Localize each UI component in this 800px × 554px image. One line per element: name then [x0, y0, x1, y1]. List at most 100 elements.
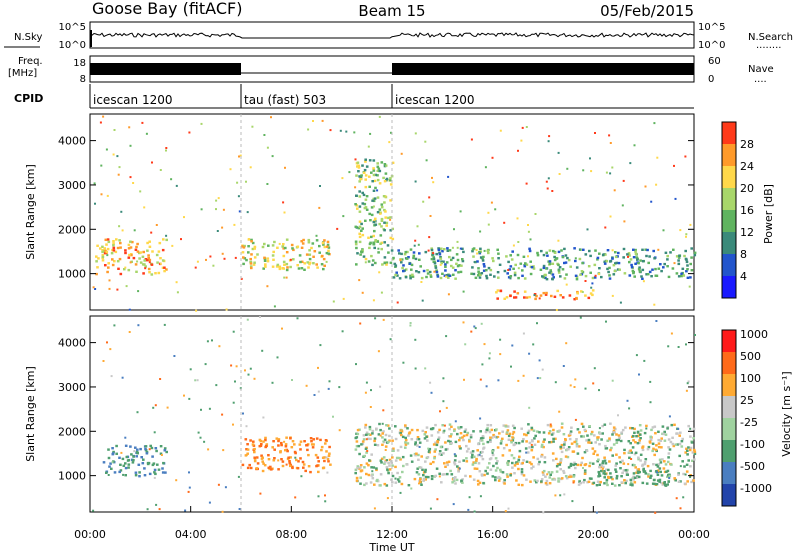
data-cell — [357, 227, 361, 230]
data-cell — [249, 166, 252, 169]
data-cell — [680, 440, 684, 443]
data-cell — [370, 389, 372, 392]
data-cell — [522, 255, 526, 258]
data-cell — [603, 459, 607, 462]
data-cell — [672, 248, 675, 251]
data-cell — [582, 248, 585, 251]
data-cell — [384, 210, 387, 213]
data-cell — [142, 458, 145, 461]
data-cell — [465, 460, 469, 463]
data-cell — [439, 410, 441, 413]
data-cell — [586, 228, 589, 231]
data-cell — [450, 433, 453, 436]
data-cell — [249, 265, 253, 268]
data-cell — [647, 473, 650, 476]
data-cell — [433, 450, 437, 453]
data-cell — [631, 446, 635, 449]
data-cell — [374, 223, 378, 226]
colorbar-frame — [721, 329, 737, 507]
data-cell — [150, 231, 153, 234]
data-cell — [492, 259, 495, 263]
data-cell — [453, 429, 456, 432]
data-cell — [511, 250, 514, 253]
data-cell — [279, 450, 282, 453]
data-cell — [520, 427, 523, 430]
data-cell — [527, 224, 529, 226]
data-cell — [383, 229, 386, 232]
data-cell — [624, 481, 627, 485]
cpid-segment-label: tau (fast) 503 — [244, 93, 326, 107]
data-cell — [238, 210, 241, 213]
data-cell — [504, 510, 507, 513]
data-cell — [479, 439, 482, 442]
noise-left-tick-low: 10^0 — [59, 40, 86, 51]
data-cell — [491, 450, 494, 453]
data-cell — [262, 267, 265, 270]
data-cell — [467, 447, 470, 451]
data-cell — [627, 252, 631, 255]
data-cell — [396, 301, 399, 304]
data-cell — [426, 269, 429, 272]
data-cell — [590, 432, 593, 436]
data-cell — [452, 479, 456, 482]
data-cell — [514, 296, 518, 299]
data-cell — [380, 225, 383, 228]
data-cell — [208, 407, 211, 410]
data-cell — [678, 254, 681, 257]
data-cell — [290, 243, 294, 247]
data-cell — [261, 245, 265, 249]
data-cell — [454, 420, 457, 423]
data-cell — [482, 442, 485, 446]
data-cell — [299, 448, 302, 451]
data-cell — [238, 508, 241, 510]
data-cell — [100, 164, 103, 167]
data-cell — [583, 478, 586, 482]
data-cell — [653, 453, 656, 457]
data-cell — [412, 251, 416, 254]
data-cell — [495, 462, 498, 465]
data-cell — [199, 436, 202, 439]
data-cell — [233, 223, 236, 226]
data-cell — [533, 443, 537, 446]
data-cell — [685, 233, 688, 236]
data-cell — [456, 465, 459, 468]
data-cell — [366, 437, 370, 440]
date-label: 05/Feb/2015 — [600, 2, 694, 20]
velocity-ylabel: Slant Range [km] — [24, 366, 37, 462]
data-cell — [443, 424, 446, 427]
data-cell — [263, 259, 267, 262]
data-cell — [294, 456, 297, 459]
data-cell — [404, 441, 407, 444]
data-cell — [378, 115, 381, 118]
data-cell — [276, 263, 280, 267]
data-cell — [544, 293, 548, 296]
data-cell — [408, 262, 412, 265]
data-cell — [521, 274, 524, 277]
data-cell — [253, 459, 257, 463]
data-cell — [634, 262, 637, 265]
data-cell — [312, 255, 315, 258]
data-cell — [276, 356, 279, 359]
data-cell — [541, 368, 544, 371]
data-cell — [645, 273, 648, 276]
data-cell — [608, 134, 611, 137]
data-cell — [632, 256, 636, 259]
data-cell — [407, 434, 410, 437]
data-cell — [375, 468, 378, 472]
data-cell — [211, 339, 213, 342]
data-cell — [180, 238, 182, 241]
data-cell — [402, 264, 405, 267]
data-cell — [324, 439, 328, 442]
data-cell — [289, 258, 292, 261]
data-cell — [629, 449, 632, 452]
data-cell — [679, 431, 682, 434]
data-cell — [364, 219, 367, 222]
data-cell — [261, 460, 264, 463]
data-cell — [104, 264, 107, 267]
data-cell — [621, 459, 624, 462]
data-cell — [536, 322, 538, 325]
data-cell — [536, 251, 539, 255]
data-cell — [96, 244, 99, 247]
range-tick-label: 3000 — [58, 381, 86, 394]
data-cell — [147, 256, 150, 260]
